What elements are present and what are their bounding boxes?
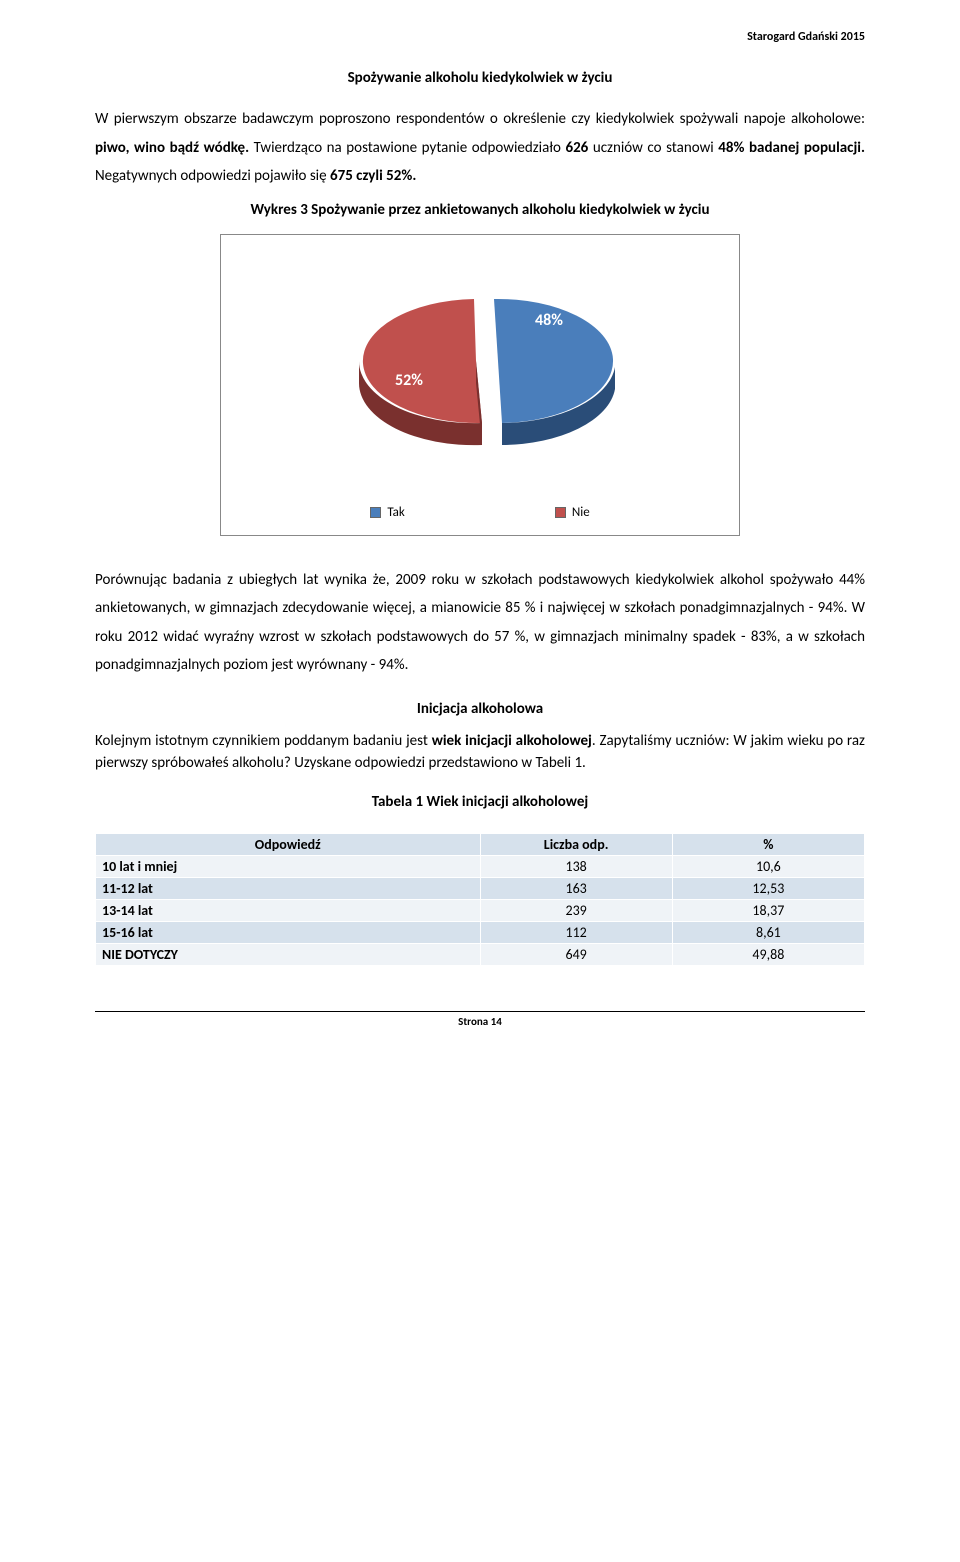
data-table: Odpowiedź Liczba odp. % 10 lat i mniej 1… [95, 833, 865, 966]
row-count: 163 [480, 877, 672, 899]
legend-swatch-nie [555, 507, 566, 518]
table-header-row: Odpowiedź Liczba odp. % [96, 833, 865, 855]
table-row: 15-16 lat 112 8,61 [96, 921, 865, 943]
page-footer: Strona 14 [95, 1011, 865, 1028]
row-count: 138 [480, 855, 672, 877]
table-row: 13-14 lat 239 18,37 [96, 899, 865, 921]
section1-title: Spożywanie alkoholu kiedykolwiek w życiu [95, 69, 865, 87]
pie-svg: 48% 52% [335, 265, 625, 465]
page: Starogard Gdański 2015 Spożywanie alkoho… [0, 0, 960, 1048]
section1-para: W pierwszym obszarze badawczym poproszon… [95, 105, 865, 191]
row-pct: 8,61 [672, 921, 864, 943]
chart-legend: Tak Nie [251, 505, 709, 520]
row-pct: 10,6 [672, 855, 864, 877]
legend-label-nie: Nie [572, 505, 590, 520]
table-row: 10 lat i mniej 138 10,6 [96, 855, 865, 877]
legend-label-tak: Tak [387, 505, 404, 520]
row-label: 13-14 lat [102, 902, 153, 919]
row-count: 239 [480, 899, 672, 921]
legend-item-nie: Nie [555, 505, 590, 520]
section3-heading: Inicjacja alkoholowa [95, 700, 865, 718]
section2-para: Porównując badania z ubiegłych lat wynik… [95, 566, 865, 680]
row-pct: 18,37 [672, 899, 864, 921]
row-count: 112 [480, 921, 672, 943]
row-pct: 12,53 [672, 877, 864, 899]
header-right: Starogard Gdański 2015 [95, 30, 865, 44]
pie-label-tak: 48% [535, 311, 563, 330]
legend-swatch-tak [370, 507, 381, 518]
table-row: NIE DOTYCZY 649 49,88 [96, 943, 865, 965]
legend-item-tak: Tak [370, 505, 404, 520]
table-col-1: Liczba odp. [480, 833, 672, 855]
pie-label-nie: 52% [395, 371, 423, 390]
table-caption: Tabela 1 Wiek inicjacji alkoholowej [95, 793, 865, 811]
table-col-0: Odpowiedź [96, 833, 481, 855]
table-col-2: % [672, 833, 864, 855]
chart-container: 48% 52% Tak Nie [220, 234, 740, 536]
section3-para: Kolejnym istotnym czynnikiem poddanym ba… [95, 730, 865, 775]
row-pct: 49,88 [672, 943, 864, 965]
row-label: 10 lat i mniej [102, 858, 177, 875]
row-label: 11-12 lat [102, 880, 153, 897]
row-label: 15-16 lat [102, 924, 153, 941]
table-row: 11-12 lat 163 12,53 [96, 877, 865, 899]
pie-chart: 48% 52% [251, 265, 709, 465]
row-count: 649 [480, 943, 672, 965]
row-label: NIE DOTYCZY [102, 946, 178, 963]
chart-caption: Wykres 3 Spożywanie przez ankietowanych … [95, 201, 865, 219]
